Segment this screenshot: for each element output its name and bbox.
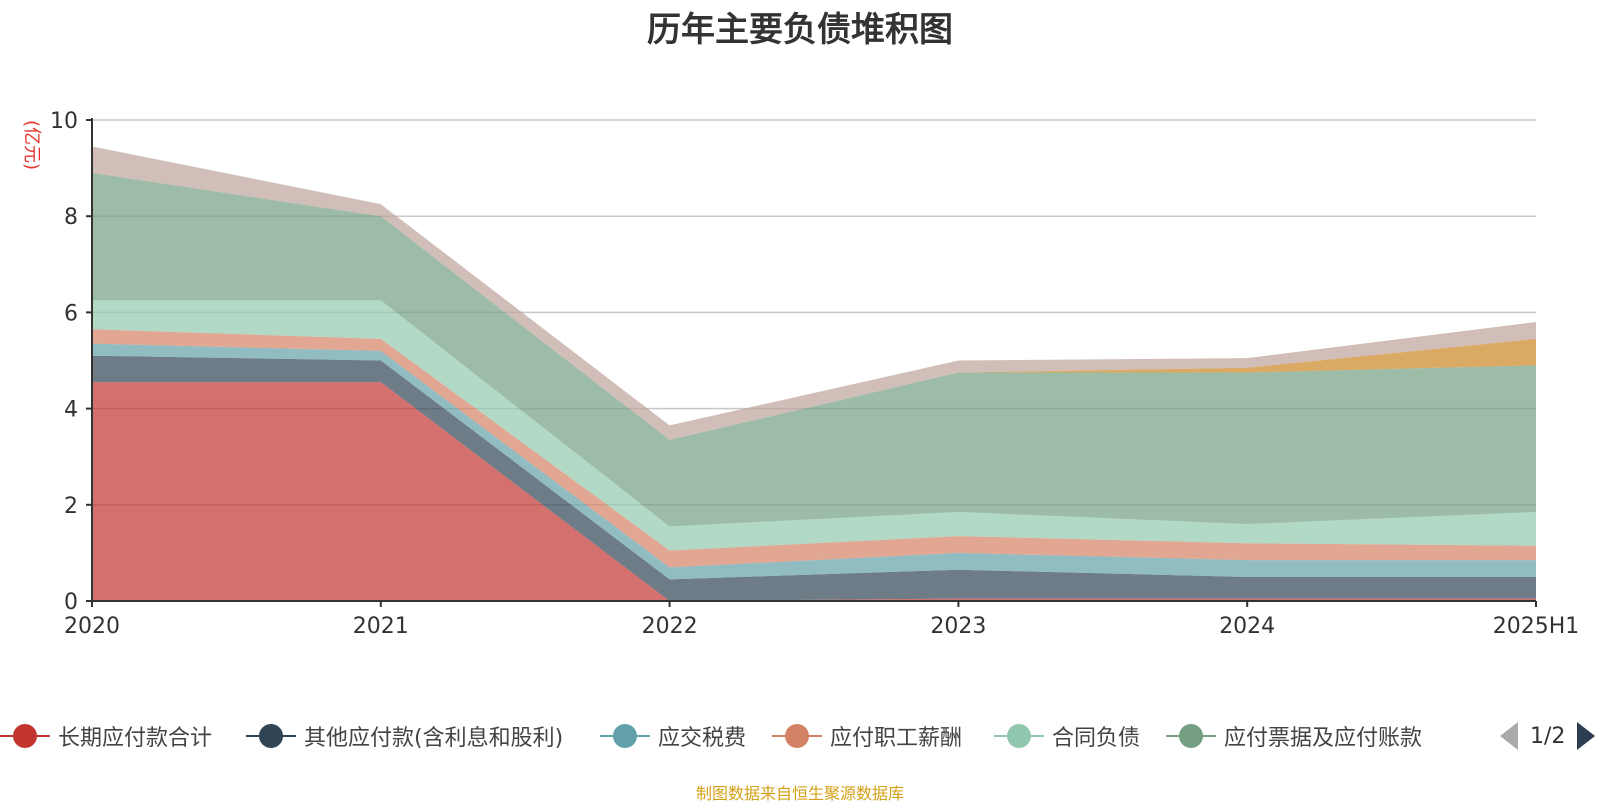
x-tick-label: 2021 (353, 614, 409, 639)
area-series-7 (92, 146, 1536, 440)
x-tick-label: 2025H1 (1493, 614, 1580, 639)
legend-label: 其他应付款(含利息和股利) (304, 726, 564, 751)
legend-pager: 1/2 (1500, 718, 1596, 754)
legend-marker-icon (772, 723, 822, 749)
y-tick-label: 10 (50, 109, 78, 134)
legend-page-indicator: 1/2 (1530, 723, 1566, 749)
next-page-icon[interactable] (1577, 722, 1596, 750)
y-tick-label: 4 (64, 398, 78, 423)
legend-label: 应付职工薪酬 (830, 726, 963, 751)
legend: 长期应付款合计 其他应付款(含利息和股利) 应交税费 应付职工薪酬 合同负债 应… (0, 718, 1600, 754)
area-series-0 (92, 382, 1536, 601)
legend-label: 合同负债 (1052, 726, 1141, 751)
source-note: 制图数据来自恒生聚源数据库 (695, 784, 904, 803)
x-tick-label: 2022 (642, 614, 698, 639)
area-series-4 (92, 300, 1536, 551)
legend-item-employee-pay[interactable]: 应付职工薪酬 (772, 718, 962, 754)
legend-marker-icon (1166, 723, 1216, 749)
legend-marker-icon (600, 723, 650, 749)
y-tick-label: 0 (64, 590, 78, 615)
legend-item-taxes-payable[interactable]: 应交税费 (600, 718, 746, 754)
x-tick-label: 2024 (1219, 614, 1275, 639)
legend-marker-icon (246, 723, 296, 749)
x-tick-label: 2023 (930, 614, 986, 639)
x-tick-label: 2020 (64, 614, 120, 639)
legend-label: 应交税费 (658, 726, 747, 751)
legend-label: 长期应付款合计 (58, 726, 213, 751)
legend-item-notes-accounts-payable[interactable]: 应付票据及应付账款 (1166, 718, 1422, 754)
prev-page-icon[interactable] (1500, 722, 1518, 750)
y-axis-unit-label: (亿元) (21, 120, 42, 170)
y-tick-label: 2 (64, 494, 78, 519)
legend-item-contract-liabilities[interactable]: 合同负债 (994, 718, 1140, 754)
legend-label: 应付票据及应付账款 (1224, 726, 1423, 751)
legend-item-long-term-payables[interactable]: 长期应付款合计 (0, 718, 212, 754)
area-series-5 (92, 172, 1536, 527)
legend-item-other-payables[interactable]: 其他应付款(含利息和股利) (246, 718, 563, 754)
chart-title: 历年主要负债堆积图 (647, 10, 953, 50)
area-series-1 (92, 355, 1536, 601)
legend-marker-icon (0, 723, 50, 749)
y-tick-label: 6 (64, 301, 78, 326)
y-tick-label: 8 (64, 205, 78, 230)
legend-marker-icon (994, 723, 1044, 749)
